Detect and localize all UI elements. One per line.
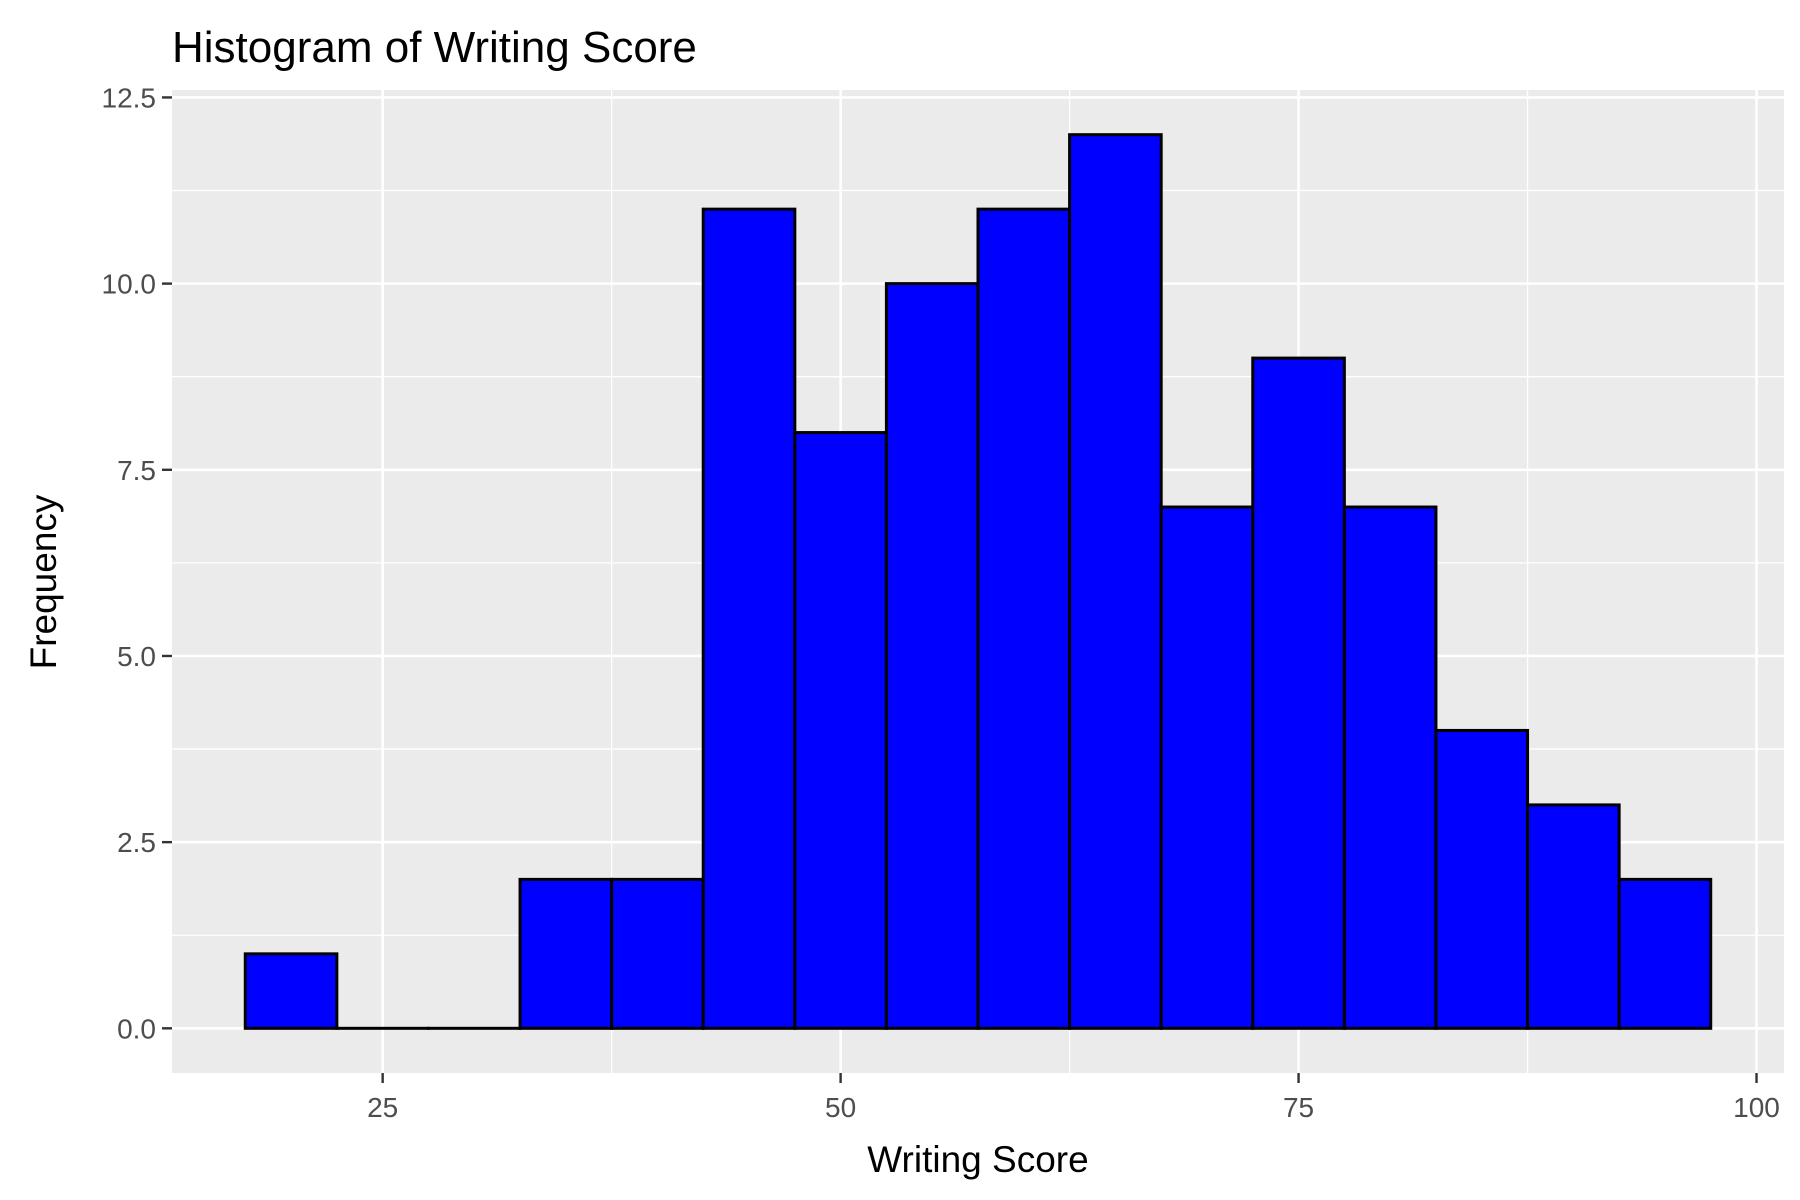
histogram-bar-10 [1068,133,1163,1030]
chart-title: Histogram of Writing Score [172,23,697,72]
x-tick-label: 50 [825,1092,856,1123]
histogram-bar-15 [1526,803,1621,1030]
histogram-bar-12 [1251,356,1346,1030]
y-tick-label: 0.0 [117,1013,156,1044]
x-tick-label: 25 [367,1092,398,1123]
axis-ticks: 0.0 2.5 5.0 7.5 10.0 12.5 25 50 75 100 [102,82,1780,1123]
histogram-bar-14 [1434,728,1530,1030]
histogram-bars [243,133,1713,1030]
histogram-bar-7 [793,431,888,1030]
y-tick-label: 10.0 [102,269,157,300]
histogram-bar-9 [976,207,1072,1030]
y-axis-title: Frequency [23,494,64,669]
x-axis-title: Writing Score [867,1139,1088,1180]
histogram-bar-1 [243,952,339,1030]
y-tick-label: 5.0 [117,641,156,672]
y-tick-label: 12.5 [102,82,157,113]
histogram-bar-6 [701,207,797,1030]
x-tick-label: 75 [1283,1092,1314,1123]
x-tick-label: 100 [1733,1092,1780,1123]
histogram-bar-5 [610,877,705,1030]
histogram-bar-11 [1159,505,1255,1030]
histogram-bar-13 [1342,505,1438,1030]
histogram-bar-4 [518,877,614,1030]
histogram-bar-16 [1617,877,1713,1030]
y-tick-label: 2.5 [117,827,156,858]
histogram-bar-8 [884,282,980,1030]
y-tick-label: 7.5 [117,455,156,486]
